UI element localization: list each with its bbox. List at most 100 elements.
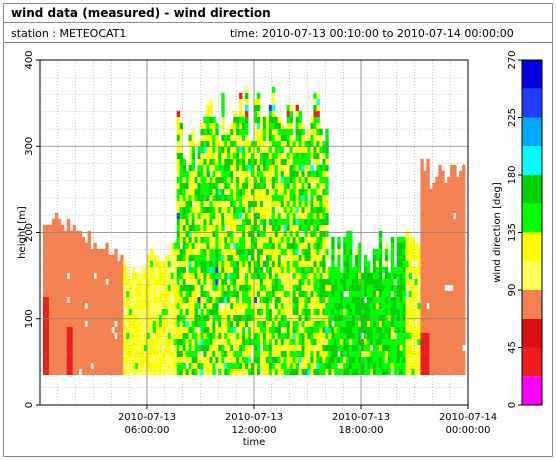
heatmap-cell bbox=[158, 296, 163, 304]
heatmap-cell bbox=[161, 320, 166, 328]
heatmap-cell bbox=[369, 350, 374, 358]
heatmap-cell bbox=[218, 356, 222, 364]
heatmap-cell bbox=[197, 188, 201, 196]
heatmap-cell bbox=[242, 122, 246, 130]
heatmap-cell bbox=[254, 176, 258, 184]
heatmap-cell bbox=[147, 368, 151, 376]
heatmap-cell bbox=[191, 326, 195, 334]
heatmap-cell bbox=[135, 356, 139, 364]
heatmap-cell bbox=[176, 356, 181, 364]
heatmap-cell bbox=[72, 272, 77, 280]
heatmap-cell bbox=[432, 278, 436, 286]
heatmap-cell bbox=[369, 290, 374, 298]
heatmap-cell bbox=[265, 344, 270, 352]
heatmap-cell bbox=[277, 218, 282, 226]
heatmap-cell bbox=[209, 290, 213, 298]
heatmap-cell bbox=[292, 188, 297, 196]
heatmap-cell bbox=[209, 320, 213, 328]
heatmap-cell bbox=[298, 206, 302, 214]
heatmap-cell bbox=[96, 248, 100, 256]
heatmap-cell bbox=[313, 206, 317, 214]
heatmap-cell bbox=[387, 284, 392, 292]
heatmap-cell bbox=[334, 308, 338, 316]
heatmap-cell bbox=[218, 344, 222, 352]
heatmap-cell bbox=[346, 278, 350, 286]
heatmap-cell bbox=[301, 338, 305, 346]
heatmap-cell bbox=[292, 320, 297, 328]
heatmap-cell bbox=[426, 158, 430, 166]
heatmap-cell bbox=[248, 206, 252, 214]
heatmap-cell bbox=[54, 242, 59, 250]
heatmap-cell bbox=[384, 356, 389, 364]
heatmap-cell bbox=[441, 284, 445, 292]
heatmap-cell bbox=[283, 314, 288, 322]
heatmap-cell bbox=[328, 278, 332, 286]
heatmap-cell bbox=[423, 176, 427, 184]
heatmap-cell bbox=[408, 356, 412, 364]
heatmap-cell bbox=[230, 236, 234, 244]
heatmap-cell bbox=[408, 350, 412, 358]
heatmap-cell bbox=[185, 368, 190, 376]
heatmap-cell bbox=[188, 170, 192, 178]
heatmap-cell bbox=[218, 272, 222, 280]
heatmap-cell bbox=[254, 314, 258, 322]
heatmap-cell bbox=[316, 224, 320, 232]
heatmap-cell bbox=[259, 350, 264, 358]
heatmap-cell bbox=[346, 332, 350, 340]
heatmap-cell bbox=[405, 236, 409, 244]
heatmap-cell bbox=[420, 212, 424, 220]
heatmap-cell bbox=[301, 218, 305, 226]
heatmap-cell bbox=[346, 344, 350, 352]
heatmap-cell bbox=[227, 248, 231, 256]
heatmap-cell bbox=[337, 278, 341, 286]
heatmap-cell bbox=[310, 284, 314, 292]
heatmap-cell bbox=[259, 128, 264, 136]
heatmap-cell bbox=[274, 230, 279, 238]
heatmap-cell bbox=[438, 230, 442, 238]
heatmap-cell bbox=[191, 224, 195, 232]
heatmap-cell bbox=[369, 356, 374, 364]
heatmap-cell bbox=[292, 194, 297, 202]
heatmap-cell bbox=[325, 164, 329, 172]
heatmap-cell bbox=[173, 320, 178, 328]
heatmap-cell bbox=[319, 356, 323, 364]
heatmap-cell bbox=[209, 224, 213, 232]
heatmap-cell bbox=[233, 266, 237, 274]
heatmap-cell bbox=[325, 218, 329, 226]
heatmap-cell bbox=[372, 284, 377, 292]
heatmap-cell bbox=[441, 308, 445, 316]
heatmap-cell bbox=[108, 290, 112, 298]
heatmap-cell bbox=[191, 242, 195, 250]
heatmap-cell bbox=[384, 290, 389, 298]
heatmap-cell bbox=[369, 302, 374, 310]
heatmap-cell bbox=[265, 332, 270, 340]
heatmap-cell bbox=[343, 308, 347, 316]
heatmap-cell bbox=[462, 212, 466, 220]
heatmap-cell bbox=[271, 236, 276, 244]
heatmap-cell bbox=[277, 164, 282, 172]
heatmap-cell bbox=[286, 140, 291, 148]
heatmap-cell bbox=[349, 284, 353, 292]
heatmap-cell bbox=[381, 314, 386, 322]
heatmap-cell bbox=[259, 320, 264, 328]
heatmap-cell bbox=[218, 236, 222, 244]
heatmap-cell bbox=[301, 296, 305, 304]
heatmap-cell bbox=[450, 326, 454, 334]
heatmap-cell bbox=[45, 362, 50, 370]
heatmap-cell bbox=[66, 302, 71, 310]
heatmap-cell bbox=[328, 302, 332, 310]
heatmap-cell bbox=[444, 326, 448, 334]
heatmap-cell bbox=[447, 278, 451, 286]
heatmap-cell bbox=[48, 350, 53, 358]
heatmap-cell bbox=[447, 188, 451, 196]
heatmap-cell bbox=[203, 182, 207, 190]
heatmap-cell bbox=[423, 332, 427, 340]
heatmap-cell bbox=[328, 296, 332, 304]
heatmap-cell bbox=[435, 230, 439, 238]
heatmap-cell bbox=[441, 176, 445, 184]
heatmap-cell bbox=[456, 242, 460, 250]
heatmap-cell bbox=[310, 278, 314, 286]
heatmap-cell bbox=[78, 350, 83, 358]
heatmap-cell bbox=[99, 284, 103, 292]
heatmap-cell bbox=[120, 266, 124, 274]
